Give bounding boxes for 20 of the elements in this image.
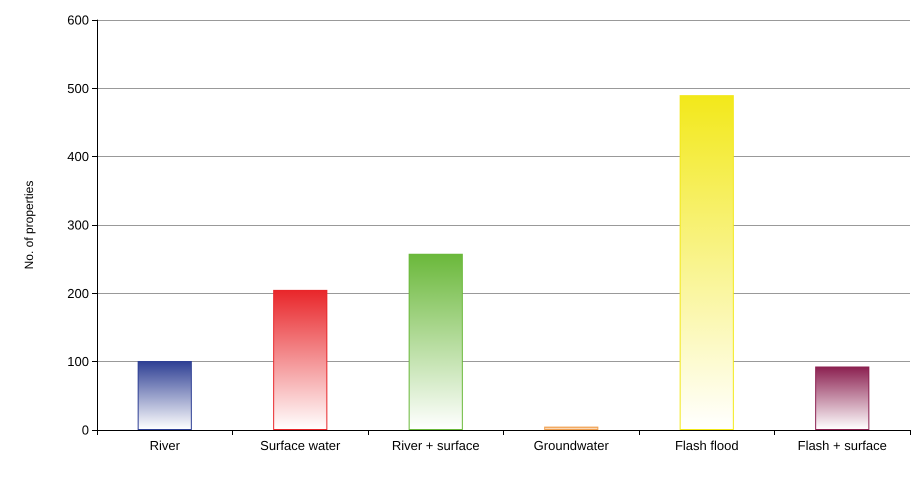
y-tick-label: 600 [67, 12, 89, 28]
y-axis-title: No. of properties [22, 180, 36, 270]
bar [815, 366, 870, 430]
x-tick-label: River [150, 438, 181, 453]
bar [273, 290, 328, 430]
bar [408, 254, 463, 430]
y-tick-label: 300 [67, 218, 89, 232]
y-tick-label: 0 [82, 422, 89, 438]
x-tick-label: Flash flood [674, 438, 739, 453]
y-tick-label: 200 [67, 286, 89, 301]
x-tick-label: River + surface [392, 438, 480, 453]
bar [680, 95, 734, 430]
x-tick-label: Surface water [260, 438, 342, 453]
x-tick-label: Flash + surface [798, 438, 887, 453]
y-tick-label: 100 [67, 354, 89, 370]
x-tick-label: Groundwater [534, 438, 610, 453]
y-tick-label: 400 [67, 149, 89, 164]
y-tick-label: 500 [67, 80, 89, 96]
bar [544, 426, 598, 430]
bar [138, 360, 192, 430]
